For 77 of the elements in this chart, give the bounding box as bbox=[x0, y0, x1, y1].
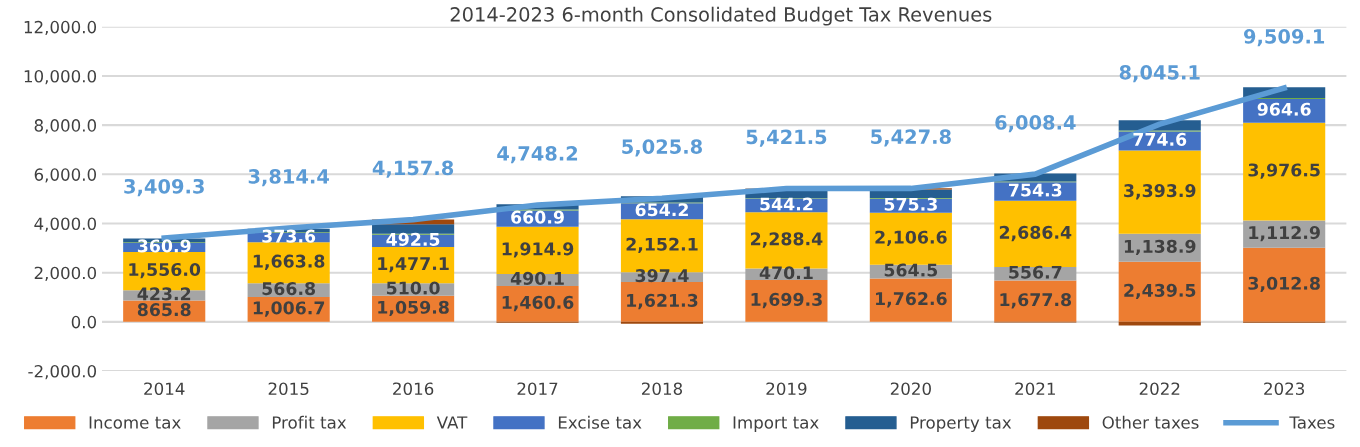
data-label: 660.9 bbox=[511, 210, 564, 224]
y-tick-label: 8,000.0 bbox=[34, 119, 97, 134]
y-tick-label: 10,000.0 bbox=[24, 69, 97, 85]
data-label: 6,008.4 bbox=[995, 115, 1076, 133]
x-tick-label: 2021 bbox=[1015, 382, 1055, 396]
data-label: 1,138.9 bbox=[1124, 239, 1196, 256]
data-label: 564.5 bbox=[884, 263, 938, 277]
data-label: 2,106.6 bbox=[875, 230, 947, 246]
data-label: 2,439.5 bbox=[1124, 283, 1196, 300]
legend-label: Income tax bbox=[89, 416, 181, 429]
chart-title: 2014-2023 6-month Consolidated Budget Tax Revenues bbox=[450, 6, 992, 26]
data-label: 556.7 bbox=[1009, 265, 1062, 279]
data-label: 492.5 bbox=[386, 232, 440, 246]
data-label: 360.9 bbox=[137, 239, 191, 253]
data-label: 1,006.7 bbox=[253, 301, 325, 317]
data-label: 1,914.9 bbox=[502, 242, 574, 258]
data-label: 865.8 bbox=[137, 303, 191, 317]
data-label: 1,460.6 bbox=[502, 295, 574, 312]
data-label: 1,059.8 bbox=[378, 300, 449, 317]
data-label: 754.3 bbox=[1009, 183, 1062, 197]
x-tick-label: 2020 bbox=[890, 382, 931, 396]
data-label: 2,686.4 bbox=[999, 225, 1072, 242]
x-tick-label: 2016 bbox=[393, 382, 434, 396]
data-label: 1,699.3 bbox=[751, 292, 822, 309]
data-label: 575.3 bbox=[884, 197, 937, 211]
data-label: 4,748.2 bbox=[497, 146, 578, 164]
x-tick-label: 2014 bbox=[144, 382, 185, 396]
data-label: 964.6 bbox=[1257, 102, 1311, 116]
data-label: 5,025.8 bbox=[622, 139, 702, 157]
data-label: 2,288.4 bbox=[751, 232, 823, 248]
data-label: 1,477.1 bbox=[378, 257, 449, 273]
data-label: 1,677.8 bbox=[1000, 293, 1072, 309]
data-label: 654.2 bbox=[635, 203, 688, 217]
y-tick-label: 4,000.0 bbox=[34, 217, 97, 232]
data-label: 397.4 bbox=[635, 269, 689, 283]
data-label: 566.8 bbox=[262, 282, 316, 296]
data-label: 470.1 bbox=[759, 266, 813, 280]
legend-label: Other taxes bbox=[1102, 415, 1199, 429]
legend-label: Profit tax bbox=[272, 415, 347, 429]
y-tick-label: 2,000.0 bbox=[34, 266, 97, 281]
data-label: 423.2 bbox=[137, 287, 191, 301]
data-label: 5,427.8 bbox=[871, 129, 951, 147]
data-label: 4,157.8 bbox=[372, 160, 454, 178]
y-tick-label: 6,000.0 bbox=[34, 168, 97, 183]
data-label: 9,509.1 bbox=[1243, 28, 1325, 47]
data-label: 373.6 bbox=[262, 229, 316, 243]
legend-label: Excise tax bbox=[558, 415, 642, 429]
data-label: 3,393.9 bbox=[1124, 184, 1196, 200]
legend-label: Taxes bbox=[1289, 416, 1335, 429]
x-tick-label: 2018 bbox=[641, 382, 683, 396]
data-label: 1,556.0 bbox=[129, 262, 201, 279]
data-label: 5,421.5 bbox=[746, 129, 827, 147]
x-tick-label: 2019 bbox=[766, 382, 807, 396]
data-label: 1,621.3 bbox=[627, 293, 698, 310]
data-label: 774.6 bbox=[1133, 132, 1187, 146]
data-label: 3,012.8 bbox=[1248, 276, 1320, 293]
legend-label: Import tax bbox=[733, 416, 819, 432]
data-label: 3,409.3 bbox=[124, 178, 204, 197]
data-label: 1,663.8 bbox=[253, 254, 325, 270]
legend-label: VAT bbox=[436, 416, 468, 429]
x-tick-label: 2017 bbox=[517, 382, 558, 396]
y-tick-label: 0.0 bbox=[71, 315, 97, 329]
data-label: 8,045.1 bbox=[1119, 64, 1200, 83]
data-label: 510.0 bbox=[386, 281, 440, 295]
data-label: 490.1 bbox=[510, 271, 564, 285]
x-tick-label: 2015 bbox=[268, 382, 309, 396]
data-label: 2,152.1 bbox=[626, 237, 698, 254]
y-tick-label: 12,000.0 bbox=[24, 20, 97, 36]
data-label: 3,976.5 bbox=[1248, 163, 1320, 179]
x-tick-label: 2022 bbox=[1139, 382, 1180, 396]
y-tick-label: -2,000.0 bbox=[28, 364, 97, 380]
data-label: 3,814.4 bbox=[248, 169, 329, 187]
legend-label: Property tax bbox=[910, 416, 1012, 432]
x-tick-label: 2023 bbox=[1264, 382, 1305, 396]
data-label: 1,762.6 bbox=[876, 292, 947, 308]
data-label: 544.2 bbox=[760, 197, 813, 211]
data-label: 1,112.9 bbox=[1249, 226, 1320, 242]
